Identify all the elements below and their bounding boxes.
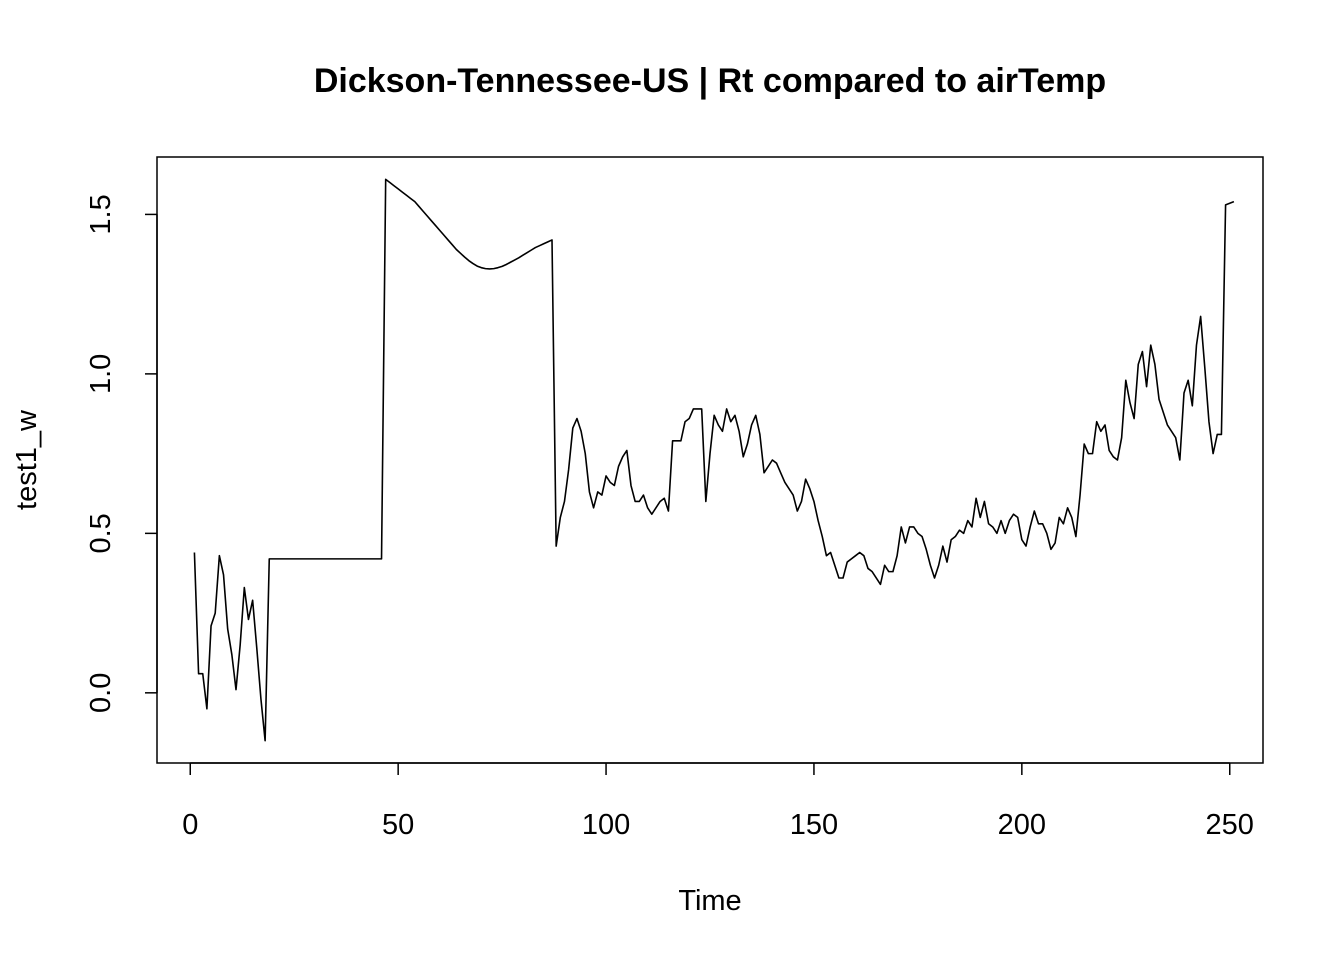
x-tick-label: 250 [1206,809,1254,841]
y-tick-label: 0.5 [85,513,117,553]
series-line [193,178,1235,742]
x-tick-label: 150 [790,809,838,841]
x-tick-label: 100 [582,809,630,841]
y-tick-label: 1.0 [85,354,117,394]
y-tick-label: 0.0 [85,673,117,713]
y-tick-label: 1.5 [85,194,117,234]
y-axis-label: test1_w [11,409,43,510]
y-axis: 0.0 0.5 1.0 1.5 [85,194,158,713]
x-axis-label: Time [678,885,741,917]
x-axis: 0 50 100 150 200 250 [182,762,1254,841]
chart-title: Dickson-Tennessee-US | Rt compared to ai… [314,62,1106,100]
x-tick-label: 0 [182,809,198,841]
x-tick-label: 200 [998,809,1046,841]
x-tick-label: 50 [382,809,414,841]
